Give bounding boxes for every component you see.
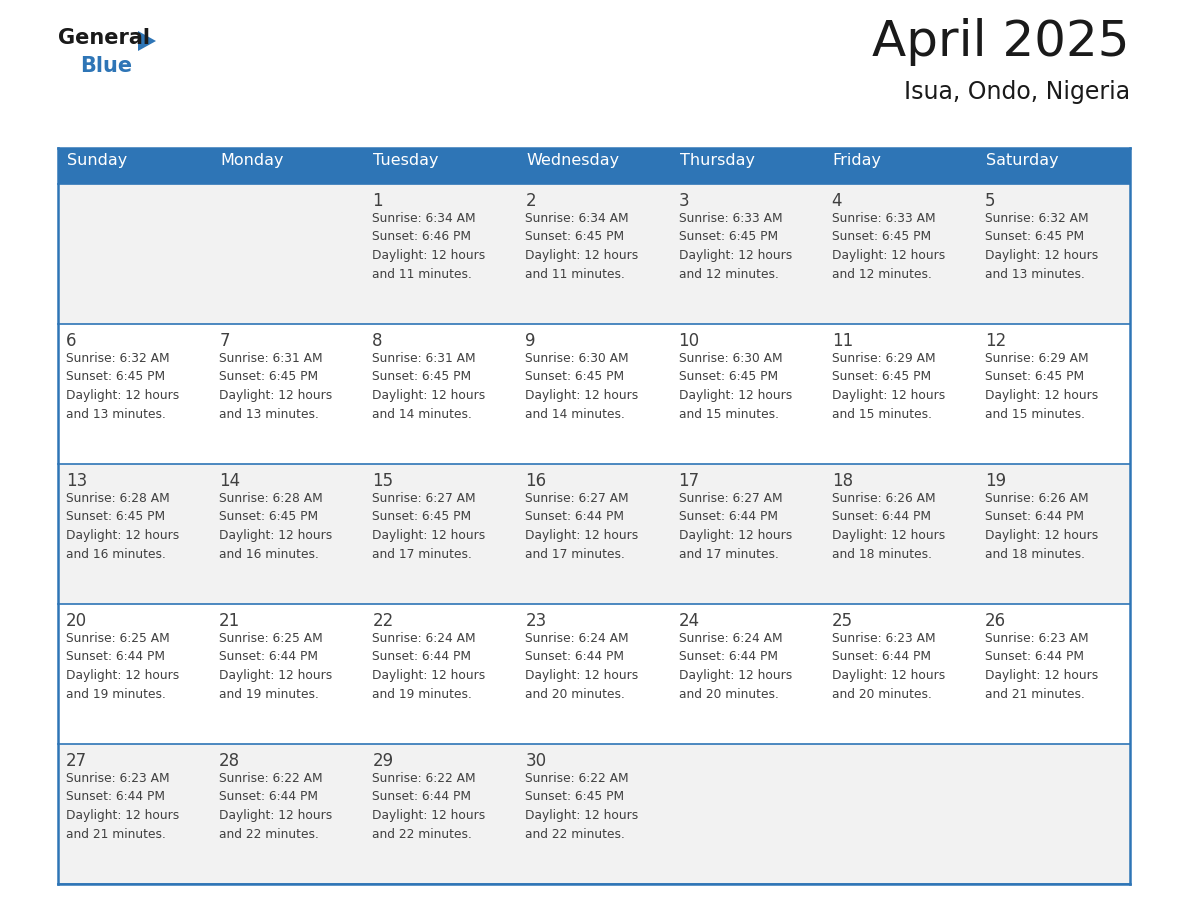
Text: 27: 27 (67, 752, 87, 770)
Text: Sunrise: 6:31 AM
Sunset: 6:45 PM
Daylight: 12 hours
and 14 minutes.: Sunrise: 6:31 AM Sunset: 6:45 PM Dayligh… (372, 352, 486, 420)
Text: 14: 14 (219, 472, 240, 490)
Text: Sunrise: 6:24 AM
Sunset: 6:44 PM
Daylight: 12 hours
and 19 minutes.: Sunrise: 6:24 AM Sunset: 6:44 PM Dayligh… (372, 632, 486, 700)
Text: Sunrise: 6:28 AM
Sunset: 6:45 PM
Daylight: 12 hours
and 16 minutes.: Sunrise: 6:28 AM Sunset: 6:45 PM Dayligh… (219, 492, 333, 561)
Text: Sunrise: 6:25 AM
Sunset: 6:44 PM
Daylight: 12 hours
and 19 minutes.: Sunrise: 6:25 AM Sunset: 6:44 PM Dayligh… (219, 632, 333, 700)
Bar (58, 744, 1130, 884)
Text: Sunrise: 6:29 AM
Sunset: 6:45 PM
Daylight: 12 hours
and 15 minutes.: Sunrise: 6:29 AM Sunset: 6:45 PM Dayligh… (832, 352, 944, 420)
Text: Sunrise: 6:28 AM
Sunset: 6:45 PM
Daylight: 12 hours
and 16 minutes.: Sunrise: 6:28 AM Sunset: 6:45 PM Dayligh… (67, 492, 179, 561)
Text: 10: 10 (678, 332, 700, 350)
Text: 28: 28 (219, 752, 240, 770)
Bar (58, 184, 1130, 324)
Text: 23: 23 (525, 612, 546, 630)
Text: 26: 26 (985, 612, 1006, 630)
Text: Sunrise: 6:34 AM
Sunset: 6:45 PM
Daylight: 12 hours
and 11 minutes.: Sunrise: 6:34 AM Sunset: 6:45 PM Dayligh… (525, 212, 639, 281)
Text: Sunrise: 6:30 AM
Sunset: 6:45 PM
Daylight: 12 hours
and 15 minutes.: Sunrise: 6:30 AM Sunset: 6:45 PM Dayligh… (678, 352, 792, 420)
Text: Sunrise: 6:34 AM
Sunset: 6:46 PM
Daylight: 12 hours
and 11 minutes.: Sunrise: 6:34 AM Sunset: 6:46 PM Dayligh… (372, 212, 486, 281)
Text: Sunrise: 6:24 AM
Sunset: 6:44 PM
Daylight: 12 hours
and 20 minutes.: Sunrise: 6:24 AM Sunset: 6:44 PM Dayligh… (678, 632, 792, 700)
Text: 4: 4 (832, 192, 842, 210)
Text: Sunrise: 6:29 AM
Sunset: 6:45 PM
Daylight: 12 hours
and 15 minutes.: Sunrise: 6:29 AM Sunset: 6:45 PM Dayligh… (985, 352, 1098, 420)
Text: Sunrise: 6:32 AM
Sunset: 6:45 PM
Daylight: 12 hours
and 13 minutes.: Sunrise: 6:32 AM Sunset: 6:45 PM Dayligh… (985, 212, 1098, 281)
Text: Thursday: Thursday (680, 153, 754, 168)
Text: Sunrise: 6:30 AM
Sunset: 6:45 PM
Daylight: 12 hours
and 14 minutes.: Sunrise: 6:30 AM Sunset: 6:45 PM Dayligh… (525, 352, 639, 420)
Text: 30: 30 (525, 752, 546, 770)
Text: Sunrise: 6:22 AM
Sunset: 6:45 PM
Daylight: 12 hours
and 22 minutes.: Sunrise: 6:22 AM Sunset: 6:45 PM Dayligh… (525, 772, 639, 841)
Text: 25: 25 (832, 612, 853, 630)
Text: 7: 7 (219, 332, 229, 350)
Polygon shape (138, 31, 156, 51)
Text: Sunrise: 6:25 AM
Sunset: 6:44 PM
Daylight: 12 hours
and 19 minutes.: Sunrise: 6:25 AM Sunset: 6:44 PM Dayligh… (67, 632, 179, 700)
Text: 6: 6 (67, 332, 76, 350)
Text: 22: 22 (372, 612, 393, 630)
Text: 16: 16 (525, 472, 546, 490)
Text: Sunrise: 6:23 AM
Sunset: 6:44 PM
Daylight: 12 hours
and 21 minutes.: Sunrise: 6:23 AM Sunset: 6:44 PM Dayligh… (985, 632, 1098, 700)
Text: 8: 8 (372, 332, 383, 350)
Text: Sunrise: 6:27 AM
Sunset: 6:45 PM
Daylight: 12 hours
and 17 minutes.: Sunrise: 6:27 AM Sunset: 6:45 PM Dayligh… (372, 492, 486, 561)
Text: Sunrise: 6:31 AM
Sunset: 6:45 PM
Daylight: 12 hours
and 13 minutes.: Sunrise: 6:31 AM Sunset: 6:45 PM Dayligh… (219, 352, 333, 420)
Bar (58, 148, 1130, 184)
Bar (58, 324, 1130, 464)
Text: 2: 2 (525, 192, 536, 210)
Text: 3: 3 (678, 192, 689, 210)
Text: General: General (58, 28, 150, 48)
Text: Sunrise: 6:22 AM
Sunset: 6:44 PM
Daylight: 12 hours
and 22 minutes.: Sunrise: 6:22 AM Sunset: 6:44 PM Dayligh… (219, 772, 333, 841)
Bar (58, 464, 1130, 604)
Text: Sunrise: 6:22 AM
Sunset: 6:44 PM
Daylight: 12 hours
and 22 minutes.: Sunrise: 6:22 AM Sunset: 6:44 PM Dayligh… (372, 772, 486, 841)
Text: Sunrise: 6:26 AM
Sunset: 6:44 PM
Daylight: 12 hours
and 18 minutes.: Sunrise: 6:26 AM Sunset: 6:44 PM Dayligh… (985, 492, 1098, 561)
Text: Sunrise: 6:32 AM
Sunset: 6:45 PM
Daylight: 12 hours
and 13 minutes.: Sunrise: 6:32 AM Sunset: 6:45 PM Dayligh… (67, 352, 179, 420)
Text: 13: 13 (67, 472, 87, 490)
Text: 20: 20 (67, 612, 87, 630)
Text: 9: 9 (525, 332, 536, 350)
Text: Friday: Friday (833, 153, 881, 168)
Text: 17: 17 (678, 472, 700, 490)
Text: Sunrise: 6:24 AM
Sunset: 6:44 PM
Daylight: 12 hours
and 20 minutes.: Sunrise: 6:24 AM Sunset: 6:44 PM Dayligh… (525, 632, 639, 700)
Text: Tuesday: Tuesday (373, 153, 438, 168)
Text: 29: 29 (372, 752, 393, 770)
Text: Sunrise: 6:33 AM
Sunset: 6:45 PM
Daylight: 12 hours
and 12 minutes.: Sunrise: 6:33 AM Sunset: 6:45 PM Dayligh… (678, 212, 792, 281)
Text: Sunrise: 6:23 AM
Sunset: 6:44 PM
Daylight: 12 hours
and 20 minutes.: Sunrise: 6:23 AM Sunset: 6:44 PM Dayligh… (832, 632, 944, 700)
Text: 1: 1 (372, 192, 383, 210)
Text: 24: 24 (678, 612, 700, 630)
Text: Sunrise: 6:26 AM
Sunset: 6:44 PM
Daylight: 12 hours
and 18 minutes.: Sunrise: 6:26 AM Sunset: 6:44 PM Dayligh… (832, 492, 944, 561)
Text: Monday: Monday (220, 153, 284, 168)
Text: 21: 21 (219, 612, 240, 630)
Text: Saturday: Saturday (986, 153, 1059, 168)
Text: Sunday: Sunday (67, 153, 127, 168)
Text: 15: 15 (372, 472, 393, 490)
Bar (58, 604, 1130, 744)
Text: Sunrise: 6:27 AM
Sunset: 6:44 PM
Daylight: 12 hours
and 17 minutes.: Sunrise: 6:27 AM Sunset: 6:44 PM Dayligh… (678, 492, 792, 561)
Text: Sunrise: 6:23 AM
Sunset: 6:44 PM
Daylight: 12 hours
and 21 minutes.: Sunrise: 6:23 AM Sunset: 6:44 PM Dayligh… (67, 772, 179, 841)
Text: 18: 18 (832, 472, 853, 490)
Text: Sunrise: 6:33 AM
Sunset: 6:45 PM
Daylight: 12 hours
and 12 minutes.: Sunrise: 6:33 AM Sunset: 6:45 PM Dayligh… (832, 212, 944, 281)
Text: 12: 12 (985, 332, 1006, 350)
Text: 19: 19 (985, 472, 1006, 490)
Text: Blue: Blue (80, 56, 132, 76)
Text: Sunrise: 6:27 AM
Sunset: 6:44 PM
Daylight: 12 hours
and 17 minutes.: Sunrise: 6:27 AM Sunset: 6:44 PM Dayligh… (525, 492, 639, 561)
Text: 11: 11 (832, 332, 853, 350)
Text: Wednesday: Wednesday (526, 153, 620, 168)
Text: April 2025: April 2025 (872, 18, 1130, 66)
Text: Isua, Ondo, Nigeria: Isua, Ondo, Nigeria (904, 80, 1130, 104)
Text: 5: 5 (985, 192, 996, 210)
